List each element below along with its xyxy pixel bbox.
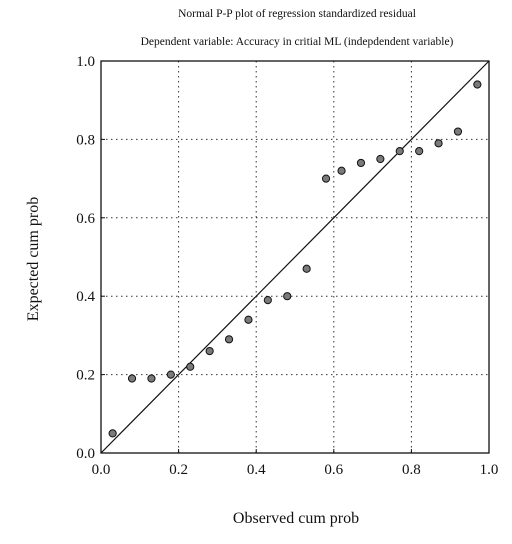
x-tick-label: 0.6	[324, 462, 343, 478]
data-point	[166, 370, 175, 379]
data-point	[205, 346, 214, 356]
data-point	[321, 174, 331, 183]
x-tick-label: 0.8	[402, 462, 421, 478]
reference-line-group	[100, 60, 490, 454]
y-tick-label: 0.0	[76, 446, 95, 462]
data-point	[224, 335, 234, 344]
plot-frame	[100, 60, 490, 454]
chart-subtitle: Dependent variable: Accuracy in critial …	[141, 36, 454, 48]
data-point	[376, 154, 385, 164]
data-points	[108, 80, 482, 438]
x-axis-label: Observed cum prob	[233, 510, 359, 527]
data-point	[473, 80, 482, 89]
data-point	[186, 362, 195, 371]
data-point	[127, 374, 137, 383]
x-tick-label: 0.4	[247, 462, 266, 478]
data-point	[415, 147, 424, 156]
reference-line	[100, 60, 490, 454]
data-point	[302, 264, 311, 273]
y-tick-label: 0.8	[76, 132, 95, 148]
data-point	[108, 429, 117, 438]
y-tick-label: 0.4	[76, 289, 95, 305]
grid	[101, 61, 489, 453]
data-point	[395, 147, 404, 156]
x-tick-label: 0.0	[92, 462, 111, 478]
tick-labels: 0.0 0.2 0.4 0.6 0.8 1.0 0.0 0.2 0.4 0.6 0.8 1.0	[76, 54, 498, 478]
data-point	[263, 296, 272, 305]
data-point	[244, 315, 253, 324]
data-point	[356, 158, 366, 168]
y-tick-label: 1.0	[76, 54, 95, 70]
x-tick-label: 1.0	[480, 462, 499, 478]
data-point	[147, 374, 156, 383]
chart-title: Normal P-P plot of regression standardiz…	[178, 8, 416, 20]
data-point	[434, 139, 443, 148]
y-tick-label: 0.2	[76, 368, 95, 384]
data-point	[453, 127, 463, 136]
y-axis-label: Expected cum prob	[25, 197, 42, 321]
data-point	[283, 292, 292, 301]
y-tick-label: 0.6	[76, 211, 95, 227]
x-tick-label: 0.2	[169, 462, 188, 478]
data-point	[337, 166, 346, 175]
